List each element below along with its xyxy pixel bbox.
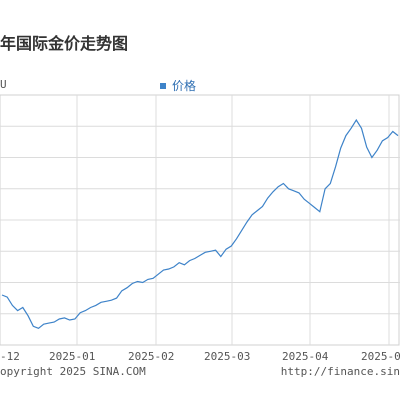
unit-label: U (0, 78, 7, 91)
legend-swatch (160, 82, 166, 89)
x-tick-label: 2025-0 (361, 350, 400, 363)
x-tick-label: 2025-01 (49, 350, 95, 363)
legend: 价格 (160, 77, 196, 94)
x-tick-label: 2025-04 (282, 350, 329, 363)
legend-label: 价格 (172, 79, 197, 93)
x-axis: -12 2025-01 2025-02 2025-03 2025-04 2025-0 (0, 350, 400, 363)
grid (0, 94, 400, 346)
x-tick-label: -12 (0, 350, 20, 363)
source-url-label: http://finance.sin (280, 365, 400, 378)
x-tick-label: 2025-02 (128, 350, 174, 363)
x-tick-label: 2025-03 (204, 350, 250, 363)
chart-title: 年国际金价走势图 (0, 34, 129, 53)
copyright-label: opyright 2025 SINA.COM (0, 365, 146, 378)
series-line (1, 118, 399, 329)
